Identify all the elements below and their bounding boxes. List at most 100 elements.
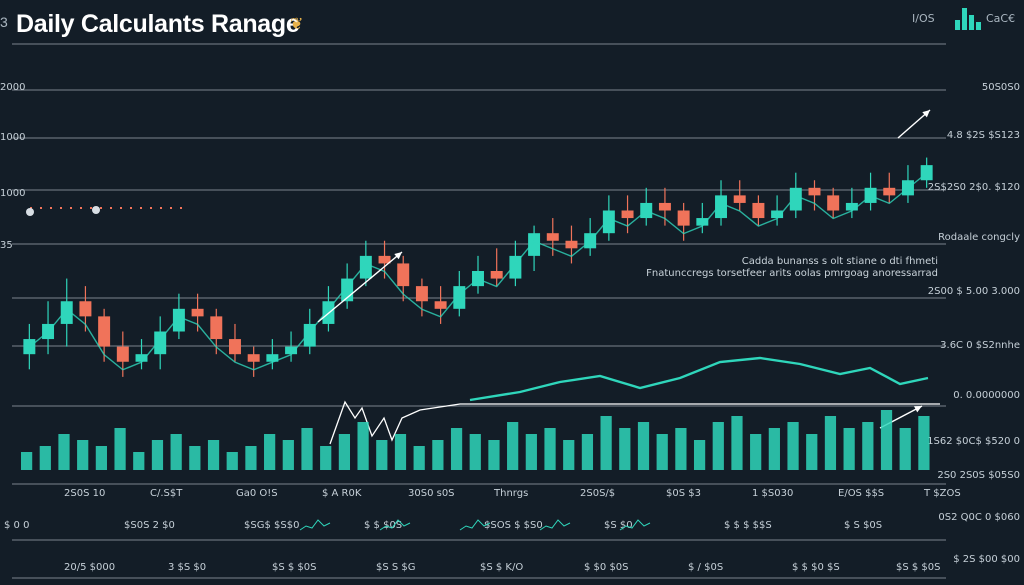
candle-body (677, 210, 690, 226)
top-right-label-2: CaC€ (986, 12, 1016, 25)
candle-body (528, 233, 541, 256)
candle-body (79, 301, 92, 317)
trend-line (28, 172, 928, 371)
volume-bar (656, 434, 668, 470)
volume-bar (843, 428, 855, 470)
volume-bar (114, 428, 126, 470)
candle-body (733, 195, 746, 203)
bottom-row-1-label: $S $0 (604, 520, 633, 531)
bottom-row-2-label: $ $0 $0S (584, 562, 629, 573)
volume-bar (675, 428, 687, 470)
trend-arrow-head (394, 252, 402, 260)
candle-body (808, 187, 821, 196)
bottom-row-1-label: $S0S 2 $0 (124, 520, 175, 531)
candle-body (565, 240, 578, 249)
volume-bar (95, 446, 107, 470)
candle-body (116, 346, 129, 362)
candle-body (359, 255, 372, 279)
candle-body (247, 354, 260, 362)
candle-body (827, 195, 840, 211)
right-axis-label: 4.8 $2S $S123 (947, 130, 1020, 141)
chart-notes: Cadda bunanss s olt stiane o dti fhmeti … (646, 256, 938, 280)
volume-bar (432, 440, 444, 470)
bottom-row-1-label: $SOS $ $S0 (484, 520, 543, 531)
x-tick-label: Ga0 O!S (236, 488, 278, 499)
candle-body (789, 187, 802, 211)
trend-arrow (317, 251, 403, 323)
mini-sparkline (539, 519, 571, 531)
pennant-icon: ❦ (290, 16, 304, 33)
candle-body (172, 308, 185, 332)
x-tick-label: 30S0 s0S (408, 488, 455, 499)
mini-sparkline (299, 519, 331, 531)
overlay-line (329, 400, 940, 445)
candle-body (341, 278, 354, 302)
x-tick-label: 2S0S/$ (580, 488, 615, 499)
volume-bar (787, 422, 799, 470)
volume-bar (693, 440, 706, 470)
left-axis-label: 1000 (0, 132, 25, 143)
volume-bar (245, 446, 257, 470)
volume-bar (413, 446, 425, 470)
candle-body (771, 210, 784, 219)
x-tick-label: E/OS $$S (838, 488, 884, 499)
candle-body (98, 316, 111, 347)
candle-body (715, 195, 728, 219)
volume-bar (488, 440, 500, 470)
candle-body (397, 263, 410, 287)
candle-body (602, 210, 615, 234)
candle-body (752, 202, 765, 219)
volume-bar (899, 428, 911, 470)
right-axis-label: 2S0 2S0S $05S0 (937, 470, 1020, 481)
candle-body (266, 354, 279, 362)
right-axis-label: 2S$2S0 2$0. $120 (928, 182, 1020, 193)
bottom-row-2-label: $S $ K/O (480, 562, 523, 573)
mid-price-line (469, 356, 929, 402)
volume-bar (264, 434, 276, 470)
volume-bar (189, 446, 201, 470)
volume-bar (170, 434, 182, 470)
candle-body (228, 339, 241, 355)
bottom-row-1-label: $ $ $ $$S (724, 520, 772, 531)
mini-sparkline (459, 519, 491, 531)
volume-bar (525, 434, 537, 470)
bottom-row-2-label: $S $ $0S (896, 562, 941, 573)
right-axis-label: Rodaale congcly (938, 232, 1020, 243)
volume-bar (357, 422, 369, 470)
marker-dot (92, 206, 100, 214)
volume-bar (282, 440, 294, 470)
trend-arrow-head (922, 110, 930, 118)
volume-bar (637, 422, 650, 470)
candle-body (60, 301, 73, 324)
x-tick-label: T $ZOS (923, 488, 961, 499)
bottom-row-1-label: $SG$ $S$0 (244, 520, 299, 531)
volume-bar (21, 452, 33, 470)
trend-arrow-head (914, 406, 922, 413)
bottom-row-2-label: $ / $0S (688, 562, 723, 573)
candle-body (303, 323, 316, 347)
bottom-row-2-label: 20/5 $000 (64, 562, 115, 573)
right-axis-label: $ 2S $00 $00 (953, 554, 1020, 565)
volume-bar (750, 434, 762, 470)
candle-body (658, 202, 671, 211)
volume-bar (731, 416, 743, 470)
volume-bar (151, 440, 164, 470)
candle-body (210, 316, 223, 340)
mini-sparkline (619, 519, 651, 531)
volume-bar (301, 428, 313, 470)
candle-body (883, 187, 896, 196)
bottom-row-1-label: $ 0 0 (4, 520, 29, 531)
candle-body (490, 271, 503, 279)
candle-body (509, 255, 522, 279)
chart-title: Daily Calculants Ranage (16, 10, 300, 38)
x-tick-label: 1 $S030 (752, 488, 793, 499)
volume-bar (880, 410, 893, 470)
corner-label: 3 (0, 14, 8, 30)
volume-bar (507, 422, 519, 470)
candle-body (378, 255, 391, 264)
bar-chart-icon (955, 8, 981, 30)
notes-line-1: Cadda bunanss s olt stiane o dti fhmeti (741, 256, 938, 267)
volume-bar (918, 416, 930, 470)
volume-bar (77, 440, 89, 470)
